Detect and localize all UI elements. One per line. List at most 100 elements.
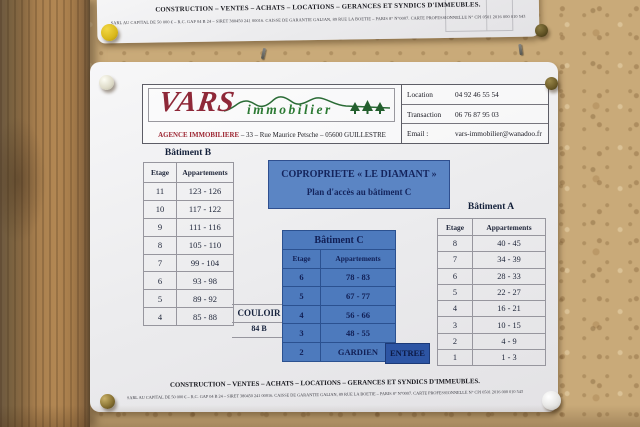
vars-logo: VARS immobilier [148, 86, 395, 122]
footer-services-line: CONSTRUCTION – VENTES – ACHATS – LOCATIO… [169, 378, 481, 389]
cell: 10 - 15 [472, 316, 546, 334]
cell: 2 [282, 341, 321, 362]
table-row: 4 56 - 66 [282, 304, 397, 325]
cell: 28 - 33 [472, 267, 546, 285]
contact-row-location: Location 04 92 46 55 54 [402, 85, 548, 105]
footer-legal-line: SARL AU CAPITAL DE 50 000 € – R.C. GAP 0… [126, 388, 524, 401]
cell: 3 [437, 316, 473, 334]
table-row: 6 28 - 33 [437, 267, 546, 285]
cell: 4 [437, 300, 473, 318]
cell: 48 - 55 [319, 323, 397, 343]
top-sign: CONSTRUCTION – VENTES – ACHATS – LOCATIO… [96, 0, 540, 44]
cell: 4 [282, 304, 321, 325]
table-header-row: Etage Appartements [282, 249, 397, 269]
header-cell: Etage [437, 218, 473, 236]
table-header-row: Etage Appartements [437, 218, 546, 236]
header-cell: Etage [143, 162, 177, 183]
cell: 6 [143, 271, 177, 291]
contact-label: Email : [407, 129, 429, 139]
cell: 111 - 116 [176, 217, 234, 237]
table-row: 4 16 - 21 [437, 300, 546, 318]
batiment-b-table: Etage Appartements 11 123 - 126 10 117 - 1… [143, 162, 234, 327]
pushpin-brass-top [535, 24, 548, 37]
bottom-shadow [0, 405, 640, 427]
batiment-c-table: Bâtiment C Etage Appartements 6 78 - 83 5… [281, 230, 397, 362]
main-sign: VARS immobilier AGENCE IMMOBILIERE – 33 … [90, 62, 558, 412]
brand-vars: VARS [156, 86, 238, 118]
cell: 67 - 77 [319, 286, 397, 306]
cell: 3 [282, 323, 321, 343]
header-cell: Appartements [472, 218, 546, 236]
cell: 5 [143, 289, 177, 309]
table-row: 10 117 - 122 [143, 199, 234, 219]
cell: 56 - 66 [319, 304, 397, 325]
staple [260, 47, 267, 60]
cell: 4 [143, 307, 177, 327]
contact-box: Location 04 92 46 55 54 Transaction 06 7… [402, 85, 548, 143]
cell: 85 - 88 [176, 307, 234, 327]
cell: 6 [282, 267, 321, 288]
cell: 7 [437, 251, 473, 269]
plan-acces-subtitle: Plan d'accès au bâtiment C [306, 187, 412, 197]
table-row: 4 85 - 88 [143, 307, 234, 327]
table-row: 3 48 - 55 [282, 323, 397, 343]
pushpin-yellow [101, 24, 118, 41]
sign-header: VARS immobilier AGENCE IMMOBILIERE – 33 … [142, 84, 549, 144]
table-row: 5 89 - 92 [143, 289, 234, 309]
copropriete-title: COPROPRIETE « LE DIAMANT » [281, 169, 437, 180]
wood-post [0, 0, 90, 427]
table-row: 6 93 - 98 [143, 271, 234, 291]
cell: 16 - 21 [472, 300, 546, 318]
table-title-row: Bâtiment C [281, 230, 397, 250]
cell: 1 [437, 349, 473, 367]
couloir-84b-cell: 84 B [232, 321, 287, 338]
table-row: 7 34 - 39 [437, 251, 546, 269]
pushpin-white-top-left [99, 75, 114, 90]
header-cell: Appartements [176, 162, 234, 183]
contact-row-email: Email : vars-immobilier@wanadoo.fr [402, 124, 548, 143]
batiment-a-table: Etage Appartements 8 40 - 45 7 34 - 39 6 28… [437, 218, 546, 367]
cell: 123 - 126 [176, 182, 234, 201]
contact-row-transaction: Transaction 06 76 87 95 03 [402, 105, 548, 125]
agency-address: – 33 – Rue Maurice Petsche – 05600 GUILL… [240, 132, 386, 139]
contact-label: Location [407, 89, 433, 99]
logo-cell: VARS immobilier AGENCE IMMOBILIERE – 33 … [143, 85, 402, 143]
cell: 2 [437, 332, 473, 351]
table-row: 5 67 - 77 [282, 286, 397, 306]
cell: 117 - 122 [176, 199, 234, 219]
agency-address-line: AGENCE IMMOBILIERE – 33 – Rue Maurice Pe… [143, 132, 401, 139]
cell: 78 - 83 [319, 267, 397, 288]
cell: 1 - 3 [472, 349, 546, 367]
cell: 10 [143, 199, 177, 219]
cell: 6 [437, 267, 473, 285]
cell: 99 - 104 [176, 253, 234, 273]
cell: 34 - 39 [472, 251, 546, 269]
cell: 8 [437, 234, 473, 253]
cell: 40 - 45 [472, 234, 546, 253]
agency-name: AGENCE IMMOBILIERE [158, 132, 240, 139]
cell: 11 [143, 182, 177, 201]
table-row: 2 GARDIEN [282, 341, 397, 362]
batiment-a-title: Bâtiment A [467, 202, 515, 212]
pushpin-white-bottom-right [542, 391, 561, 410]
table-row: 11 123 - 126 [143, 182, 234, 201]
table-row: 9 111 - 116 [143, 217, 234, 237]
contact-label: Transaction [407, 109, 442, 119]
pushpin-brass-bottom-left [100, 394, 115, 409]
cell: 8 [143, 235, 177, 255]
table-row: 6 78 - 83 [282, 267, 397, 288]
table-row: 8 40 - 45 [437, 234, 546, 253]
table-row: 3 10 - 15 [437, 316, 546, 334]
cell: 89 - 92 [176, 289, 234, 309]
contact-value: 04 92 46 55 54 [455, 89, 499, 99]
contact-value: 06 76 87 95 03 [455, 109, 499, 119]
pushpin-brass-top-right [545, 77, 558, 90]
mountains-trees-icon [224, 96, 391, 114]
cell: 105 - 110 [176, 235, 234, 255]
header-cell: Appartements [319, 249, 397, 269]
table-header-row: Etage Appartements [143, 162, 234, 183]
cell: 9 [143, 217, 177, 237]
copropriete-title-box: COPROPRIETE « LE DIAMANT » Plan d'accès … [268, 160, 450, 209]
